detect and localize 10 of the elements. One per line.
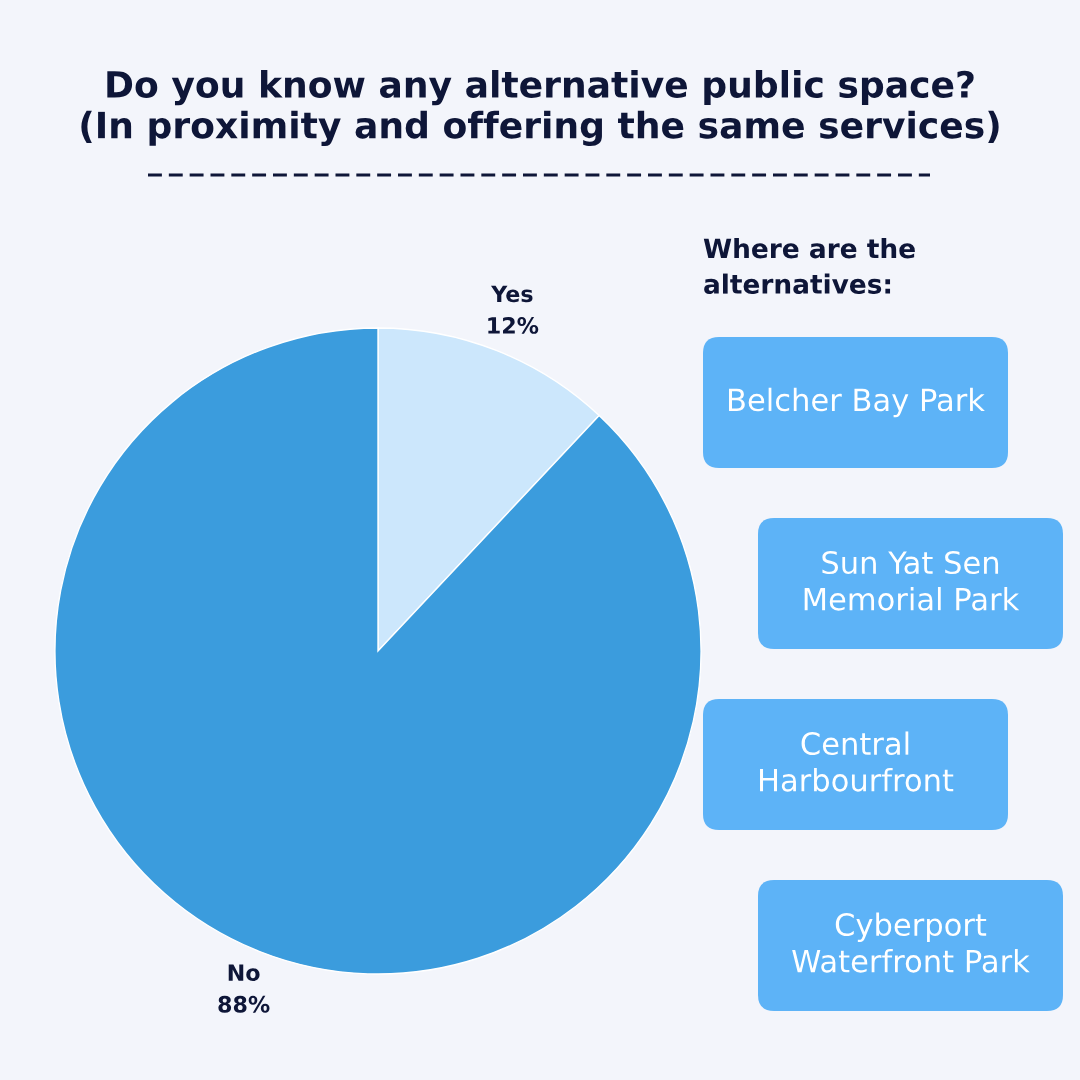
chart-title: Do you know any alternative public space? (In proximity and offering the same services) [81, 70, 999, 146]
text: Where are the alternatives: [703, 238, 915, 294]
text: Sun Yat Sen Memorial Park [804, 550, 1020, 611]
text: Central Harbourfront [760, 731, 954, 792]
data-label: 12% [488, 317, 539, 334]
slice-label: No [228, 964, 260, 982]
data-label: 88% [218, 995, 270, 1013]
slice-label: Yes [490, 285, 533, 303]
text: Belcher Bay Park [729, 387, 985, 418]
text: Cyberport Waterfront Park [792, 912, 1030, 973]
